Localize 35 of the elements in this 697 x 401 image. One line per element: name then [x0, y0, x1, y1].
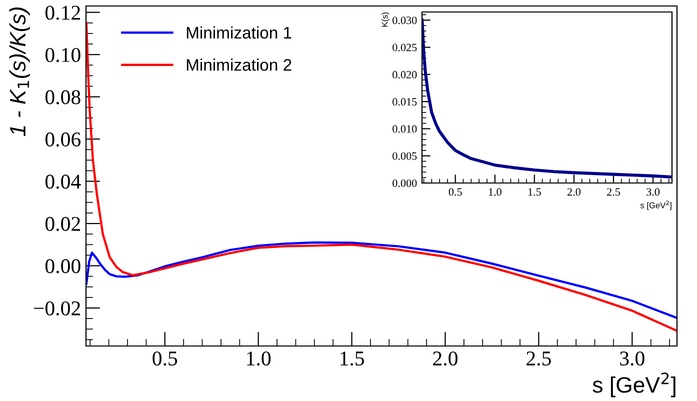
x-tick-label: 2.0	[568, 188, 580, 196]
x-tick-label: 2.5	[526, 352, 551, 366]
y-tick-label: 0.010	[392, 125, 417, 133]
x-axis-title: s [GeV$^{2}$]	[592, 372, 676, 398]
legend-label: Minimization 1	[186, 26, 292, 39]
y-tick-label: 0.000	[392, 179, 417, 188]
x-tick-label: 3.0	[620, 351, 644, 366]
y-tick-label: 0.005	[392, 152, 417, 160]
y-tick-label: −0.02	[34, 301, 80, 316]
y-tick-label: 0.02	[45, 216, 80, 232]
x-tick-label: 0.5	[152, 351, 178, 366]
x-tick-label: 2.5	[607, 188, 620, 196]
x-tick-label: 1.5	[528, 188, 541, 196]
y-tick-label: 0.020	[392, 70, 417, 78]
x-axis-title: s [GeV$^{2}$]	[640, 200, 672, 210]
x-tick-label: 1.0	[247, 351, 271, 366]
y-tick-label: 0.10	[45, 48, 80, 62]
y-tick-label: 0.025	[392, 44, 417, 52]
y-tick-label: 0.00	[45, 259, 80, 274]
x-tick-label: 2.0	[433, 351, 458, 366]
y-tick-label: 0.030	[392, 16, 417, 24]
y-tick-label: 0.04	[45, 174, 81, 189]
y-tick-label: 0.06	[45, 132, 81, 147]
x-tick-label: 1.5	[340, 352, 364, 366]
legend-label: Minimization 2	[186, 58, 292, 71]
y-axis-title: K(s)	[382, 12, 390, 27]
x-tick-label: 3.0	[646, 188, 660, 196]
x-tick-label: 1.0	[488, 188, 502, 196]
y-tick-label: 0.12	[45, 6, 80, 20]
y-tick-label: 0.08	[45, 90, 80, 104]
y-tick-label: 0.015	[392, 98, 417, 106]
y-axis-title: 1 - K$_{1}$(s)/K(s)	[9, 8, 30, 136]
line-series	[86, 241, 677, 320]
x-tick-label: 0.5	[448, 188, 462, 196]
line-series	[422, 18, 672, 179]
